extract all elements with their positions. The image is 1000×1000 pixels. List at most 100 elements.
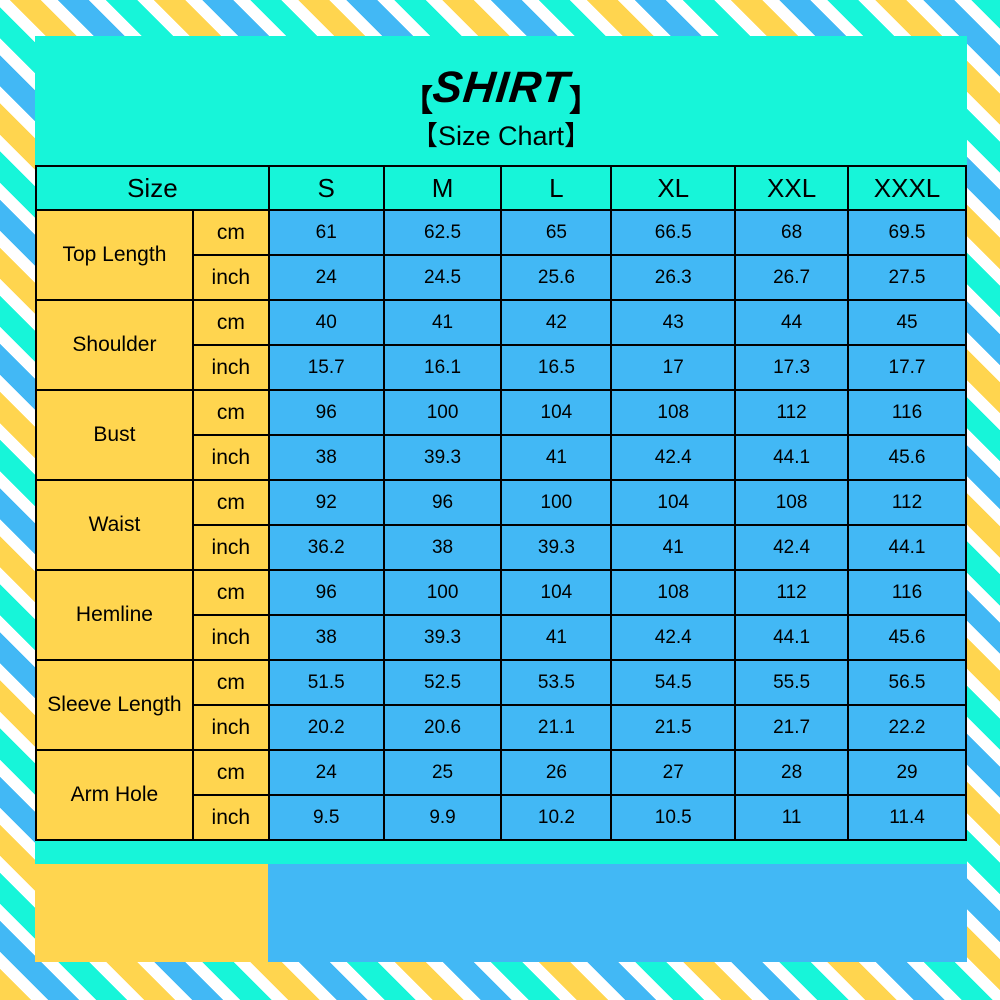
value-cell: 26.7 <box>734 254 850 301</box>
measurement-label: Waist <box>35 479 194 571</box>
value-cell: 11.4 <box>847 794 967 841</box>
value-cell: 100 <box>382 569 503 616</box>
unit-label: cm <box>191 659 270 706</box>
value-cell: 21.7 <box>734 704 850 751</box>
value-cell: 43 <box>610 299 737 346</box>
value-cell: 38 <box>267 614 385 661</box>
value-cell: 100 <box>382 389 503 436</box>
table-row: Shoulder cm 40 41 42 43 44 45 <box>35 299 967 391</box>
value-cell: 24 <box>267 749 385 796</box>
unit-label: cm <box>191 299 270 346</box>
value-cell: 108 <box>610 389 737 436</box>
value-cell: 39.3 <box>500 524 613 571</box>
value-cell: 104 <box>610 479 737 526</box>
unit-label: inch <box>191 794 270 841</box>
value-cell: 44.1 <box>847 524 967 571</box>
size-chart-panel: 【SHIRT】 【Size Chart】 Size S M L XL XXL XXXL Top… <box>35 36 967 962</box>
table-row: inch 9.5 9.9 10.2 10.5 11 11.4 <box>36 794 967 841</box>
value-cell: 26 <box>500 749 613 796</box>
size-header: Size <box>35 165 270 211</box>
value-cell: 16.5 <box>500 344 613 391</box>
table-row: inch 36.2 38 39.3 41 42.4 44.1 <box>36 524 967 571</box>
value-cell: 26.3 <box>610 254 737 301</box>
footer-blue-block <box>268 864 967 962</box>
value-cell: 52.5 <box>382 659 503 706</box>
value-cell: 42.4 <box>610 434 737 481</box>
value-cell: 9.5 <box>267 794 385 841</box>
bracket-left: 【 <box>402 84 433 118</box>
value-cell: 45 <box>847 299 967 346</box>
unit-label: inch <box>191 704 270 751</box>
value-cell: 40 <box>267 299 385 346</box>
value-cell: 38 <box>267 434 385 481</box>
value-cell: 36.2 <box>267 524 385 571</box>
unit-label: cm <box>191 389 270 436</box>
value-cell: 10.2 <box>500 794 613 841</box>
value-cell: 54.5 <box>610 659 737 706</box>
unit-label: cm <box>191 209 270 256</box>
value-cell: 55.5 <box>734 659 850 706</box>
value-cell: 9.9 <box>382 794 503 841</box>
table-row: inch 38 39.3 41 42.4 44.1 45.6 <box>36 614 967 661</box>
table-row: inch 24 24.5 25.6 26.3 26.7 27.5 <box>36 254 967 301</box>
value-cell: 41 <box>610 524 737 571</box>
unit-label: cm <box>191 569 270 616</box>
value-cell: 112 <box>847 479 967 526</box>
value-cell: 96 <box>267 389 385 436</box>
table-row: Arm Hole cm 24 25 26 27 28 29 <box>35 749 967 841</box>
size-xl-header: XL <box>610 165 737 211</box>
size-xxxl-header: XXXL <box>847 165 967 211</box>
table-row: Sleeve Length cm 51.5 52.5 53.5 54.5 55.5 56.5 <box>35 659 967 751</box>
value-cell: 112 <box>734 389 850 436</box>
value-cell: 68 <box>734 209 850 256</box>
value-cell: 24.5 <box>382 254 503 301</box>
value-cell: 96 <box>382 479 503 526</box>
value-cell: 56.5 <box>847 659 967 706</box>
header-row: Size S M L XL XXL XXXL <box>35 165 967 211</box>
measurement-label: Shoulder <box>35 299 194 391</box>
table-row: inch 15.7 16.1 16.5 17 17.3 17.7 <box>36 344 967 391</box>
value-cell: 10.5 <box>610 794 737 841</box>
value-cell: 108 <box>734 479 850 526</box>
value-cell: 17 <box>610 344 737 391</box>
unit-label: cm <box>191 479 270 526</box>
value-cell: 42.4 <box>734 524 850 571</box>
value-cell: 41 <box>382 299 503 346</box>
value-cell: 28 <box>734 749 850 796</box>
value-cell: 104 <box>500 569 613 616</box>
measurement-label: Bust <box>35 389 194 481</box>
value-cell: 44.1 <box>734 614 850 661</box>
value-cell: 41 <box>500 614 613 661</box>
value-cell: 38 <box>382 524 503 571</box>
value-cell: 104 <box>500 389 613 436</box>
value-cell: 66.5 <box>610 209 737 256</box>
value-cell: 69.5 <box>847 209 967 256</box>
size-s-header: S <box>267 165 385 211</box>
value-cell: 29 <box>847 749 967 796</box>
value-cell: 44.1 <box>734 434 850 481</box>
value-cell: 96 <box>267 569 385 616</box>
unit-label: cm <box>191 749 270 796</box>
value-cell: 51.5 <box>267 659 385 706</box>
value-cell: 112 <box>734 569 850 616</box>
value-cell: 22.2 <box>847 704 967 751</box>
value-cell: 27.5 <box>847 254 967 301</box>
measurement-label: Sleeve Length <box>35 659 194 751</box>
value-cell: 116 <box>847 389 967 436</box>
value-cell: 53.5 <box>500 659 613 706</box>
value-cell: 45.6 <box>847 434 967 481</box>
size-xxl-header: XXL <box>734 165 850 211</box>
title-block: 【SHIRT】 【Size Chart】 <box>35 63 967 152</box>
value-cell: 17.7 <box>847 344 967 391</box>
value-cell: 41 <box>500 434 613 481</box>
subtitle: 【Size Chart】 <box>410 120 592 151</box>
size-l-header: L <box>500 165 613 211</box>
table-row: inch 20.2 20.6 21.1 21.5 21.7 22.2 <box>36 704 967 751</box>
unit-label: inch <box>191 434 270 481</box>
value-cell: 100 <box>500 479 613 526</box>
measurement-label: Top Length <box>35 209 194 301</box>
value-cell: 45.6 <box>847 614 967 661</box>
value-cell: 62.5 <box>382 209 503 256</box>
value-cell: 65 <box>500 209 613 256</box>
size-table: Size S M L XL XXL XXXL Top Length cm 61 62.5 65 66.5… <box>35 165 967 841</box>
